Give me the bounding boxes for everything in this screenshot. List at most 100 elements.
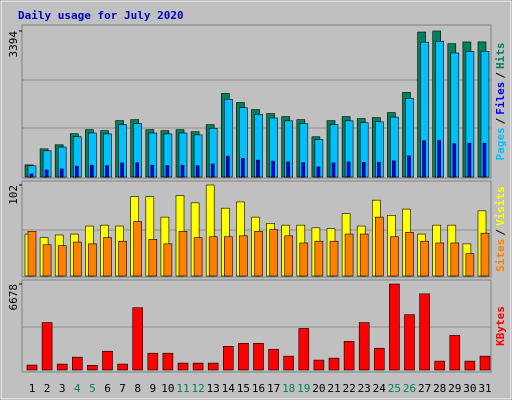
bar: [72, 356, 83, 371]
bar: [207, 362, 219, 371]
bar: [88, 243, 97, 277]
bar: [465, 253, 475, 277]
bar: [59, 168, 64, 178]
chart-title: Daily usage for July 2020: [18, 9, 184, 22]
bar: [301, 162, 306, 178]
x-tick-label: 14: [222, 382, 236, 395]
x-tick-label: 4: [74, 382, 81, 395]
bar: [390, 236, 399, 277]
x-tick-label: 13: [207, 382, 220, 395]
bar: [226, 155, 230, 178]
x-tick-label: 30: [463, 382, 476, 395]
bar: [147, 352, 159, 371]
bar: [254, 231, 263, 277]
x-tick-label: 26: [403, 382, 416, 395]
bar: [29, 173, 34, 178]
bar: [452, 143, 457, 178]
bar: [343, 341, 355, 371]
x-tick-label: 28: [433, 382, 446, 395]
bar: [313, 359, 325, 371]
bar: [464, 360, 476, 371]
bar: [193, 237, 203, 277]
bar: [450, 242, 460, 277]
legend: Pages / Files / Hits: [494, 43, 507, 161]
x-tick-label: 8: [134, 382, 141, 395]
bar: [148, 239, 158, 277]
x-tick-label: 22: [342, 382, 355, 395]
bar: [419, 293, 430, 371]
bar: [162, 352, 174, 371]
bar: [422, 140, 426, 178]
bar: [316, 166, 321, 178]
bar: [480, 232, 490, 277]
bar: [449, 335, 461, 371]
bar: [392, 160, 396, 178]
bar: [165, 165, 170, 178]
x-tick-label: 2: [44, 382, 51, 395]
bar: [298, 328, 310, 371]
bar: [374, 216, 384, 277]
bar: [192, 362, 204, 371]
x-tick-label: 16: [252, 382, 265, 395]
bar: [57, 245, 67, 277]
bar: [44, 169, 49, 178]
bar: [102, 350, 113, 371]
bar: [210, 163, 215, 178]
y-tick-label: 102: [7, 185, 20, 205]
bar: [328, 357, 340, 371]
bar: [195, 165, 200, 178]
legend-entry: Pages: [494, 127, 507, 160]
bar: [435, 242, 445, 277]
bar: [346, 161, 351, 178]
bar: [420, 240, 429, 277]
bar: [75, 165, 79, 178]
x-tick-label: 5: [89, 382, 96, 395]
bar: [73, 241, 82, 277]
bar: [224, 236, 233, 277]
bar: [376, 161, 381, 178]
bar: [42, 244, 52, 277]
x-tick-label: 23: [358, 382, 371, 395]
bar: [479, 355, 491, 371]
x-tick-label: 10: [161, 382, 174, 395]
x-tick-label: 3: [59, 382, 66, 395]
bar: [271, 160, 275, 178]
bar: [314, 240, 324, 277]
bar: [120, 162, 124, 178]
x-tick-label: 24: [373, 382, 387, 395]
x-tick-label: 21: [327, 382, 340, 395]
bar: [178, 231, 188, 277]
bar: [132, 307, 143, 371]
bar: [208, 236, 218, 277]
x-tick-label: 29: [448, 382, 461, 395]
legend-separator: /: [494, 117, 507, 124]
bar: [87, 364, 98, 371]
legend-entry: Sites: [494, 239, 507, 272]
bar: [407, 155, 411, 178]
bar: [239, 235, 248, 277]
bar: [133, 221, 142, 277]
bar: [437, 140, 442, 178]
bar: [27, 231, 37, 277]
legend: KBytes: [494, 306, 507, 346]
bar: [434, 360, 446, 371]
bar: [177, 362, 189, 371]
x-tick-label: 1: [29, 382, 36, 395]
bar: [117, 363, 128, 371]
bar: [329, 240, 339, 277]
bar: [238, 343, 249, 371]
legend-entry: Hits: [494, 43, 507, 70]
x-tick-label: 25: [388, 382, 401, 395]
bar: [373, 347, 385, 371]
bar: [331, 162, 336, 178]
bar: [90, 164, 94, 178]
x-tick-label: 20: [312, 382, 325, 395]
y-tick-label: 3394: [7, 31, 20, 58]
bar: [56, 363, 68, 371]
bar: [467, 142, 472, 178]
bar: [344, 233, 354, 277]
x-tick-label: 27: [418, 382, 431, 395]
bar: [269, 229, 278, 277]
